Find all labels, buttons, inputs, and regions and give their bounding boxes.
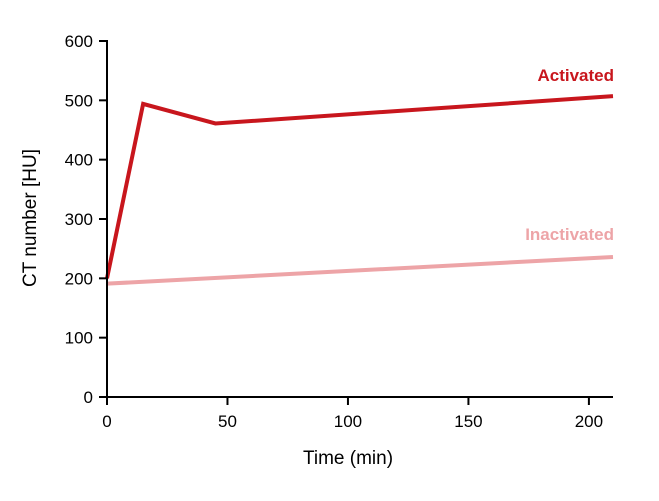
- series-label-inactivated: Inactivated: [525, 225, 614, 244]
- x-tick-label: 200: [575, 412, 603, 431]
- series-layer: [105, 94, 614, 286]
- y-tick-label: 400: [65, 151, 93, 170]
- series-line-activated: [105, 94, 614, 279]
- series-label-activated: Activated: [537, 66, 614, 85]
- y-tick-label: 0: [84, 388, 93, 407]
- x-ticks: 0 50 100 150 200: [102, 397, 603, 431]
- y-tick-label: 300: [65, 210, 93, 229]
- y-tick-label: 200: [65, 269, 93, 288]
- y-axis-title: CT number [HU]: [20, 149, 41, 287]
- y-tick-label: 100: [65, 329, 93, 348]
- series-line-inactivated: [106, 254, 614, 286]
- y-tick-label: 600: [65, 32, 93, 51]
- y-ticks: 0 100 200 300 400 500 600: [65, 32, 107, 407]
- labels-layer: Time (min) CT number [HU] Activated Inac…: [20, 66, 614, 469]
- x-tick-label: 150: [454, 412, 482, 431]
- y-tick-label: 500: [65, 91, 93, 110]
- x-axis-title: Time (min): [303, 448, 393, 469]
- x-tick-label: 100: [334, 412, 362, 431]
- axes-layer: 0 100 200 300 400 500 600 0 50 100 150 200: [65, 32, 613, 431]
- x-tick-label: 0: [102, 412, 111, 431]
- x-tick-label: 50: [218, 412, 237, 431]
